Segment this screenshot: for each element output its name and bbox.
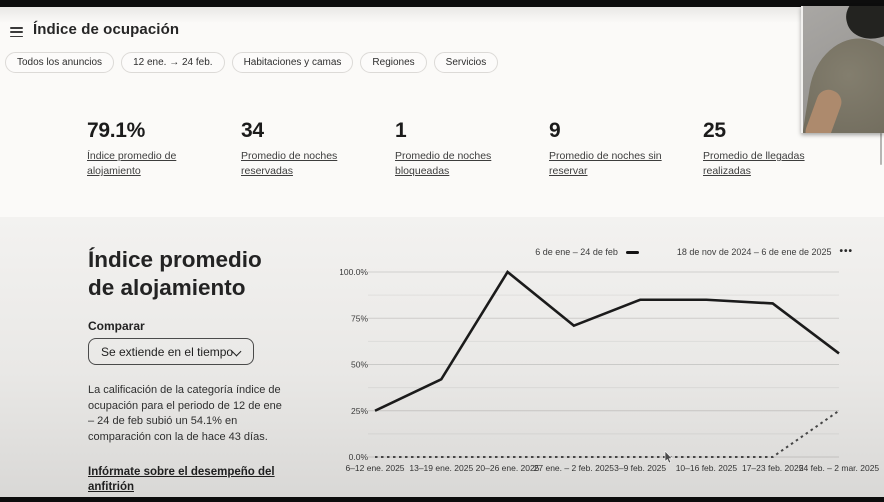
- compare-dropdown[interactable]: Se extiende en el tiempo: [88, 338, 254, 365]
- svg-text:25%: 25%: [351, 406, 368, 416]
- stats-row: 79.1% Índice promedio de alojamiento 34 …: [87, 119, 857, 179]
- x-axis-label: 6–12 ene. 2025: [345, 463, 405, 473]
- filter-chip-date-range[interactable]: 12 ene. → 24 feb.: [121, 52, 225, 73]
- x-axis-label: 13–19 ene. 2025: [409, 463, 474, 473]
- x-axis-label: 10–16 feb. 2025: [675, 463, 738, 473]
- svg-text:50%: 50%: [351, 360, 368, 370]
- filter-chip-rooms-beds[interactable]: Habitaciones y camas: [231, 52, 354, 73]
- webcam-overlay: [801, 6, 884, 133]
- mouse-cursor: [664, 450, 673, 469]
- stat-label-link[interactable]: Promedio de noches sin reservar: [549, 150, 662, 177]
- compare-label: Comparar: [88, 319, 145, 333]
- dotted-line-marker-icon: •••: [839, 246, 853, 257]
- occupancy-chart[interactable]: 0.0% 25% 50% 75% 100.0% 6–12 ene. 2025 13–19 …: [339, 260, 884, 490]
- occupancy-chart-svg: 0.0% 25% 50% 75% 100.0%: [339, 267, 840, 462]
- legend-label: 18 de nov de 2024 – 6 de ene de 2025: [676, 247, 832, 257]
- stat-checkins: 25 Promedio de llegadas realizadas: [703, 119, 857, 179]
- stat-value: 34: [241, 119, 264, 142]
- scrollbar-thumb[interactable]: [880, 133, 882, 165]
- page-title: Índice de ocupación: [33, 21, 180, 38]
- filter-chip-row: Todos los anuncios 12 ene. → 24 feb. Hab…: [5, 52, 499, 73]
- stat-occupancy-rate: 79.1% Índice promedio de alojamiento: [87, 119, 241, 179]
- filter-chip-listings[interactable]: Todos los anuncios: [5, 52, 115, 73]
- chart-section-background: [0, 217, 884, 497]
- hamburger-menu-icon[interactable]: [10, 27, 23, 38]
- x-axis-label: 17–23 feb. 2025: [741, 463, 804, 473]
- stat-label-link[interactable]: Promedio de noches bloqueadas: [395, 150, 492, 177]
- stat-label-link[interactable]: Promedio de noches reservadas: [241, 150, 338, 177]
- stat-nights-unbooked: 9 Promedio de noches sin reservar: [549, 119, 703, 179]
- host-performance-link[interactable]: Infórmate sobre el desempeño del anfitri…: [88, 466, 275, 493]
- performance-description: La calificación de la categoría índice d…: [88, 384, 282, 443]
- x-axis-labels: 6–12 ene. 2025 13–19 ene. 2025 20–26 ene. …: [340, 463, 884, 477]
- compare-dropdown-value: Se extiende en el tiempo: [101, 344, 234, 359]
- legend-label: 6 de ene – 24 de feb: [535, 247, 618, 257]
- x-axis-label: 24 feb. – 2 mar. 2025: [798, 463, 880, 473]
- legend-item-comparison-period[interactable]: 18 de nov de 2024 – 6 de ene de 2025 •••: [676, 246, 853, 258]
- top-black-bar: [0, 0, 884, 7]
- stat-value: 25: [703, 119, 726, 142]
- stat-value: 9: [549, 119, 561, 142]
- svg-text:100.0%: 100.0%: [340, 267, 368, 277]
- stat-label-link[interactable]: Promedio de llegadas realizadas: [703, 150, 805, 177]
- legend-item-current-period[interactable]: 6 de ene – 24 de feb: [535, 247, 639, 257]
- filter-chip-services[interactable]: Servicios: [433, 52, 499, 73]
- stat-value: 1: [395, 119, 407, 142]
- bottom-black-bar: [0, 497, 884, 502]
- header-section: [0, 7, 884, 217]
- stat-label-link[interactable]: Índice promedio de alojamiento: [87, 150, 177, 177]
- x-axis-label: 27 ene. – 2 feb. 2025: [533, 463, 615, 473]
- stat-nights-booked: 34 Promedio de noches reservadas: [241, 119, 395, 179]
- svg-text:0.0%: 0.0%: [349, 452, 369, 462]
- stat-value: 79.1%: [87, 119, 146, 142]
- solid-line-marker-icon: [625, 250, 639, 254]
- stat-nights-blocked: 1 Promedio de noches bloqueadas: [395, 119, 549, 179]
- x-axis-label: 20–26 ene. 2025: [475, 463, 540, 473]
- filter-chip-regions[interactable]: Regiones: [360, 52, 427, 73]
- x-axis-label: 3–9 feb. 2025: [614, 463, 667, 473]
- chart-legend: 6 de ene – 24 de feb 18 de nov de 2024 –…: [535, 246, 853, 258]
- section-heading: Índice promedio de alojamiento: [88, 247, 262, 300]
- svg-text:75%: 75%: [351, 313, 368, 323]
